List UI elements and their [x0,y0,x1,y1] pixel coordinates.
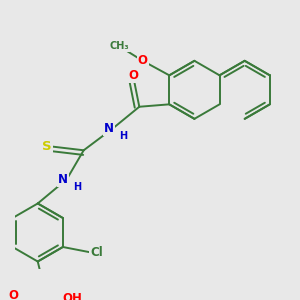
Text: S: S [42,140,52,153]
Text: N: N [58,173,68,186]
Text: OH: OH [63,292,82,300]
Text: O: O [128,69,139,82]
Text: O: O [9,289,19,300]
Text: Cl: Cl [90,246,103,259]
Text: O: O [138,54,148,67]
Text: N: N [104,122,114,135]
Text: CH₃: CH₃ [110,41,129,51]
Text: H: H [73,182,82,191]
Text: H: H [119,131,128,141]
